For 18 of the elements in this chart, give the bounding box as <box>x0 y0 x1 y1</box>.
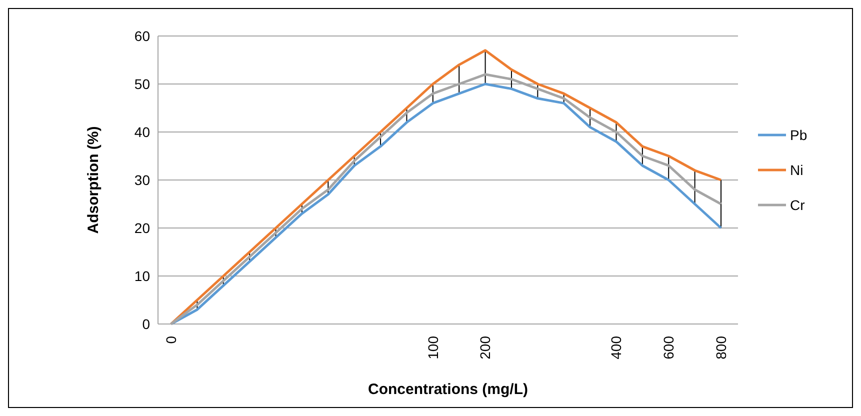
x-tick-label: 800 <box>712 336 729 360</box>
x-tick-label: 600 <box>660 336 677 360</box>
y-tick-label: 20 <box>134 220 150 236</box>
x-tick-label: 200 <box>477 336 494 360</box>
y-axis-title: Adsorption (%) <box>85 126 102 234</box>
y-tick-label: 50 <box>134 76 150 92</box>
y-tick-label: 60 <box>134 28 150 44</box>
legend-label: Cr <box>790 196 806 213</box>
x-tick-label: 400 <box>608 336 624 360</box>
y-tick-label: 40 <box>134 124 150 140</box>
x-axis-title: Concentrations (mg/L) <box>368 381 528 398</box>
y-tick-label: 30 <box>134 172 150 188</box>
x-tick-label: 0 <box>162 336 179 344</box>
y-tick-label: 10 <box>134 268 150 284</box>
legend-label: Pb <box>790 126 808 143</box>
x-tick-label: 100 <box>424 336 441 360</box>
y-tick-label: 0 <box>142 316 150 332</box>
legend-label: Ni <box>790 162 804 178</box>
